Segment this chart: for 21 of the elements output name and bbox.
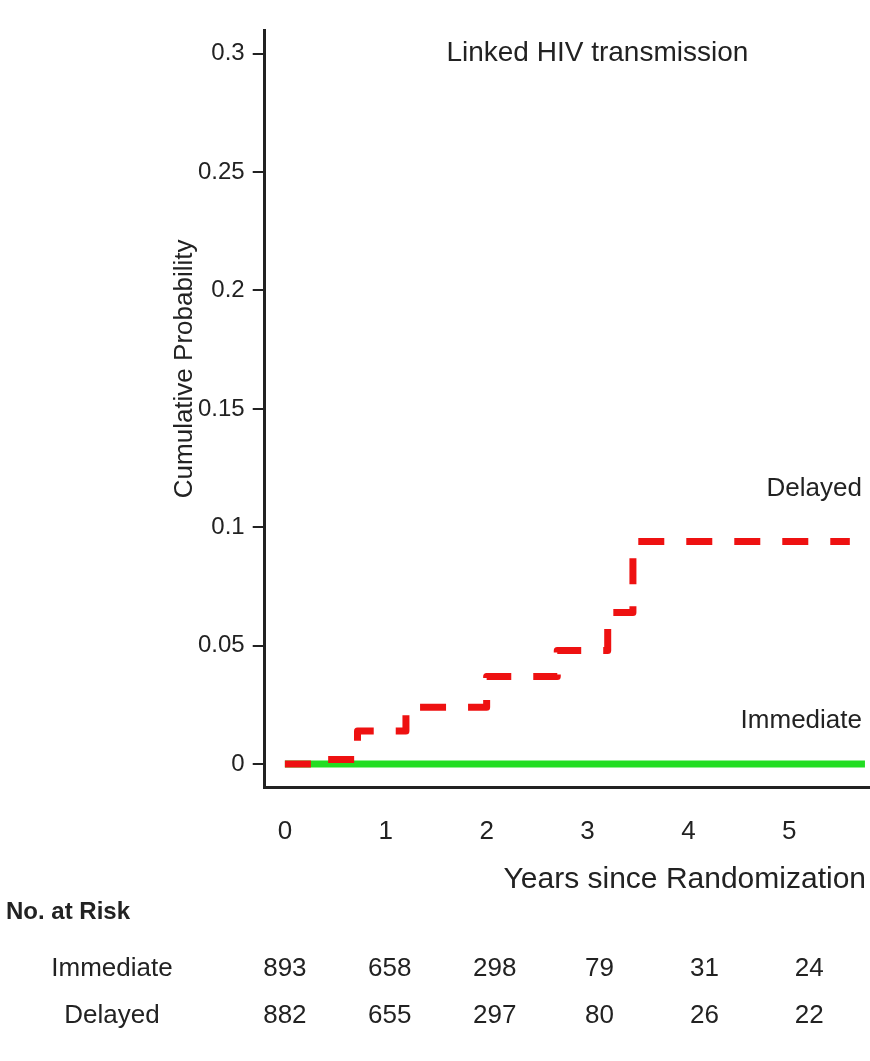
y-tick-label: 0.15: [197, 393, 245, 421]
series-label: Delayed: [766, 471, 862, 502]
chart-title: Linked HIV transmission: [446, 36, 749, 68]
series-label: Immediate: [740, 704, 862, 735]
text: Immediate 893 658 298 79 31 24: [51, 952, 824, 983]
x-axis-title: Years since Randomization: [503, 861, 866, 895]
x-tick-label: 0: [277, 814, 293, 845]
x-tick-label: 4: [681, 814, 696, 845]
y-tick-label: 0.1: [211, 511, 245, 539]
y-tick-label: 0.3: [211, 38, 245, 66]
x-tick-label: 2: [479, 814, 494, 845]
x-tick-label: 3: [580, 814, 595, 845]
y-axis-title: Cumulative Probability: [168, 239, 199, 499]
x-tick-label: 1: [378, 814, 393, 845]
y-tick-label: 0.25: [197, 156, 245, 184]
y-tick-label: 0.2: [211, 275, 245, 303]
text: No. at Risk: [6, 896, 131, 924]
y-tick-label: 0.05: [197, 630, 245, 658]
x-tick-label: 5: [782, 814, 797, 845]
text: Delayed 882 655 297 80 26 22: [64, 999, 824, 1030]
y-tick-label: 0: [231, 748, 245, 776]
